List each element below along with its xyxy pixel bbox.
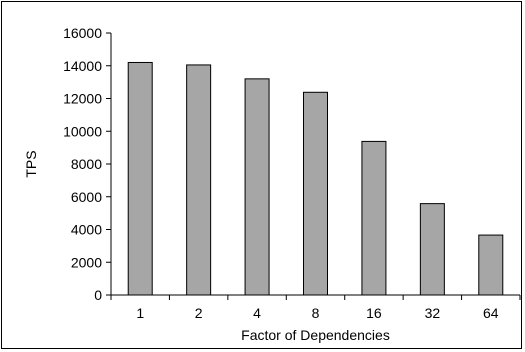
x-tick-label: 2 (195, 305, 203, 321)
bar-8 (303, 91, 328, 296)
bar-4 (244, 78, 270, 296)
y-axis-title: TPS (23, 150, 39, 177)
bar-32 (419, 203, 445, 296)
bar-64 (478, 234, 504, 296)
y-tick-label: 14000 (63, 58, 102, 74)
y-tick-label: 16000 (63, 25, 102, 41)
x-tick-label: 32 (425, 305, 441, 321)
x-tick-label: 8 (312, 305, 320, 321)
bar-2 (186, 64, 212, 296)
y-tick-label: 2000 (71, 254, 102, 270)
x-tick-label: 4 (253, 305, 261, 321)
x-axis-ticks: 1 2 4 8 16 32 64 (110, 295, 521, 321)
y-tick-label: 4000 (71, 222, 102, 238)
y-tick-label: 6000 (71, 189, 102, 205)
y-tick-label: 0 (94, 287, 102, 303)
x-tick-label: 1 (136, 305, 144, 321)
x-tick-label: 16 (366, 305, 382, 321)
y-tick-label: 10000 (63, 123, 102, 139)
x-tick-label: 64 (483, 305, 499, 321)
y-tick-label: 12000 (63, 91, 102, 107)
bar-1 (127, 61, 153, 296)
bars (127, 61, 504, 296)
bar-16 (361, 140, 387, 296)
x-axis-title: Factor of Dependencies (241, 327, 390, 343)
y-axis-ticks: 0 2000 4000 6000 8000 10000 12000 14000 16000 (63, 25, 111, 303)
y-tick-label: 8000 (71, 156, 102, 172)
